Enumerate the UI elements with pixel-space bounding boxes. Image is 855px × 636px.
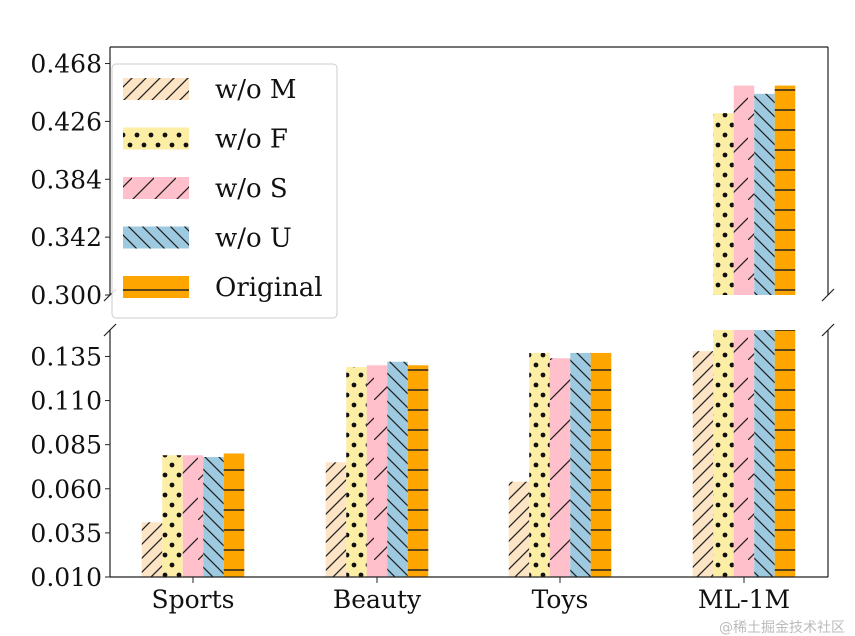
bar-hatch <box>182 455 204 577</box>
bar-hatch <box>346 367 367 577</box>
legend-label: w/o U <box>215 224 292 254</box>
bar-hatch <box>774 330 796 577</box>
bar-hatch <box>162 455 183 577</box>
bar-hatch <box>713 113 734 295</box>
x-tick-label-sports: Sports <box>151 585 234 614</box>
legend-swatch-hatch <box>123 276 189 298</box>
y-tick-label: 0.468 <box>30 50 102 79</box>
y-tick-label: 0.342 <box>30 223 102 252</box>
y-tick-label: 0.085 <box>30 431 102 460</box>
legend-label: Original <box>215 273 323 303</box>
axis-break-mark <box>103 323 117 337</box>
bar-hatch <box>508 481 530 577</box>
bar-hatch <box>549 358 571 577</box>
axis-break-mark <box>821 288 835 302</box>
legend-label: w/o S <box>215 174 288 204</box>
bar-hatch <box>754 330 775 577</box>
x-tick-label-ml-1m: ML-1M <box>698 585 790 614</box>
bar-hatch <box>141 522 163 577</box>
legend-swatch-hatch <box>123 127 189 150</box>
bar-hatch <box>692 351 714 577</box>
y-tick-label: 0.135 <box>30 342 102 371</box>
bar-hatch <box>387 361 408 577</box>
legend-label: w/o M <box>215 75 297 105</box>
bar-hatch <box>407 365 429 577</box>
y-tick-label: 0.426 <box>30 107 102 136</box>
bar-hatch <box>733 330 755 577</box>
watermark: @稀土掘金技术社区 <box>719 620 845 636</box>
bar-hatch <box>754 93 775 295</box>
bar-hatch <box>713 330 734 577</box>
y-tick-label: 0.300 <box>30 281 102 310</box>
y-tick-label: 0.010 <box>30 563 102 592</box>
legend-swatch-hatch <box>123 177 189 199</box>
legend-swatch-hatch <box>123 78 189 100</box>
bar-hatch <box>570 352 591 577</box>
y-tick-label: 0.035 <box>30 519 102 548</box>
bar-hatch <box>203 457 224 577</box>
upper-bars <box>713 85 796 295</box>
x-tick-label-beauty: Beauty <box>333 585 422 614</box>
legend-swatch-hatch <box>123 226 189 249</box>
bar-hatch <box>366 365 388 577</box>
bar-hatch <box>223 453 245 577</box>
x-tick-label-toys: Toys <box>532 585 589 614</box>
bar-hatch <box>774 85 796 295</box>
bar-hatch <box>733 85 755 295</box>
bar-hatch <box>590 352 612 577</box>
axis-break-mark <box>821 323 835 337</box>
y-tick-label: 0.110 <box>30 387 102 416</box>
y-tick-label: 0.384 <box>30 165 102 194</box>
bar-hatch <box>325 462 347 577</box>
legend-label: w/o F <box>215 125 288 155</box>
lower-bars <box>141 330 796 577</box>
y-tick-label: 0.060 <box>30 475 102 504</box>
bar-hatch <box>529 352 550 577</box>
